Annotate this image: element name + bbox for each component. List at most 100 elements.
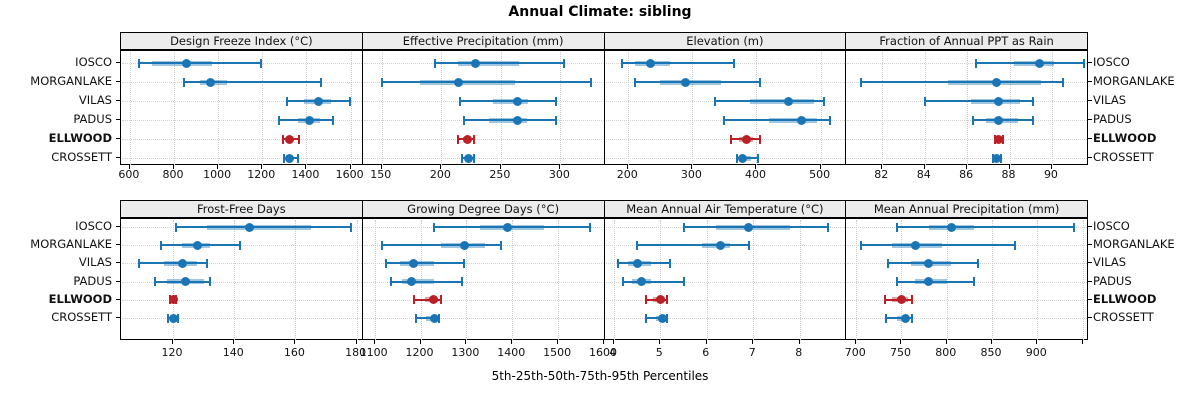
whisker-cap: [666, 313, 669, 323]
site-tick-mark: [1088, 262, 1092, 264]
whisker-cap: [645, 295, 648, 305]
whisker-cap: [285, 96, 288, 106]
gridline-v: [295, 220, 297, 340]
whisker-line: [176, 226, 351, 228]
whisker-cap: [633, 77, 636, 87]
x-tick-mark: [294, 340, 296, 344]
gridline-h: [605, 281, 846, 283]
whisker-cap: [349, 222, 352, 232]
x-tick-mark: [172, 340, 174, 344]
axis-caption: 5th-25th-50th-75th-95th Percentiles: [491, 369, 709, 383]
x-tick-label: 750: [889, 346, 911, 359]
median-dot: [513, 96, 523, 106]
site-tick-mark: [116, 157, 120, 158]
whisker-cap: [972, 115, 975, 125]
gridline-h: [122, 318, 362, 319]
whisker-cap: [457, 134, 460, 144]
whisker-cap: [433, 222, 436, 232]
median-dot: [896, 295, 906, 305]
whisker-line: [386, 262, 465, 265]
whisker-cap: [829, 115, 832, 125]
x-tick-label: 200: [429, 168, 451, 181]
whisker-cap: [175, 222, 178, 232]
x-tick-label: 7: [748, 346, 756, 359]
whisker-cap: [440, 295, 443, 305]
site-label-right: CROSSETT: [1093, 150, 1154, 164]
gridline-v: [420, 220, 422, 340]
whisker-line: [861, 81, 1063, 83]
site-tick-mark: [1088, 280, 1092, 282]
site-tick-mark: [116, 244, 120, 246]
x-tick-label: 4: [609, 346, 617, 359]
whisker-cap: [822, 96, 825, 106]
x-tick-mark: [659, 340, 661, 344]
whisker-line: [139, 262, 207, 265]
median-dot: [429, 313, 439, 323]
median-dot: [1034, 58, 1044, 68]
x-tick-label: 800: [162, 168, 184, 181]
gridline-v: [374, 220, 376, 340]
median-dot: [658, 313, 668, 323]
median-dot: [168, 295, 178, 305]
site-tick-mark: [116, 262, 120, 264]
whisker-cap: [205, 258, 208, 268]
whisker-cap: [1002, 134, 1005, 144]
site-label-right: VILAS: [1093, 93, 1127, 107]
gridline-v: [882, 52, 884, 165]
panel-plot: [120, 218, 363, 340]
whisker-cap: [758, 77, 761, 87]
panel-strip: Frost-Free Days: [120, 200, 363, 218]
site-label-left: VILAS: [78, 93, 112, 107]
whisker-line: [623, 280, 684, 283]
iqr-band: [402, 279, 435, 285]
panel-strip: Mean Annual Precipitation (mm): [845, 200, 1088, 218]
panel-plot: [845, 50, 1088, 165]
median-dot: [994, 115, 1004, 125]
whisker-cap: [437, 313, 440, 323]
x-tick-mark: [511, 340, 513, 344]
whisker-line: [924, 100, 1033, 102]
x-tick-label: 180: [345, 346, 367, 359]
whisker-cap: [666, 295, 669, 305]
x-tick-label: 900: [1025, 346, 1047, 359]
whisker-cap: [460, 153, 463, 163]
iqr-band: [419, 79, 516, 85]
whisker-cap: [911, 313, 914, 323]
x-tick-label: 1600: [335, 168, 364, 181]
figure-title: Annual Climate: sibling: [508, 4, 692, 20]
gridline-h: [122, 158, 362, 159]
x-tick-mark: [355, 340, 357, 344]
site-label-right: VILAS: [1093, 255, 1127, 270]
median-dot: [284, 153, 294, 163]
x-tick-label: 1400: [497, 346, 526, 359]
median-dot: [168, 313, 178, 323]
whisker-cap: [723, 115, 726, 125]
whisker-cap: [176, 313, 179, 323]
gridline-h: [363, 139, 604, 140]
median-dot: [716, 240, 726, 250]
median-dot: [409, 258, 419, 268]
whisker-cap: [1031, 115, 1034, 125]
x-tick-label: 300: [680, 168, 702, 181]
gridline-v: [692, 52, 694, 165]
site-tick-mark: [1088, 157, 1092, 158]
gridline-h: [847, 299, 1087, 301]
gridline-v: [500, 52, 502, 165]
x-tick-label: 150: [370, 168, 392, 181]
gridline-v: [350, 52, 352, 165]
x-tick-mark: [440, 165, 442, 169]
x-tick-label: 1200: [405, 346, 434, 359]
whisker-cap: [472, 134, 475, 144]
site-tick-mark: [116, 81, 120, 82]
gridline-v: [262, 52, 264, 165]
gridline-v: [381, 52, 383, 165]
median-dot: [994, 134, 1004, 144]
site-tick-mark: [116, 100, 120, 101]
whisker-cap: [159, 240, 162, 250]
x-tick-mark: [627, 165, 629, 169]
whisker-cap: [860, 77, 863, 87]
whisker-line: [646, 317, 668, 319]
x-tick-label: 400: [744, 168, 766, 181]
whisker-line: [183, 81, 321, 83]
